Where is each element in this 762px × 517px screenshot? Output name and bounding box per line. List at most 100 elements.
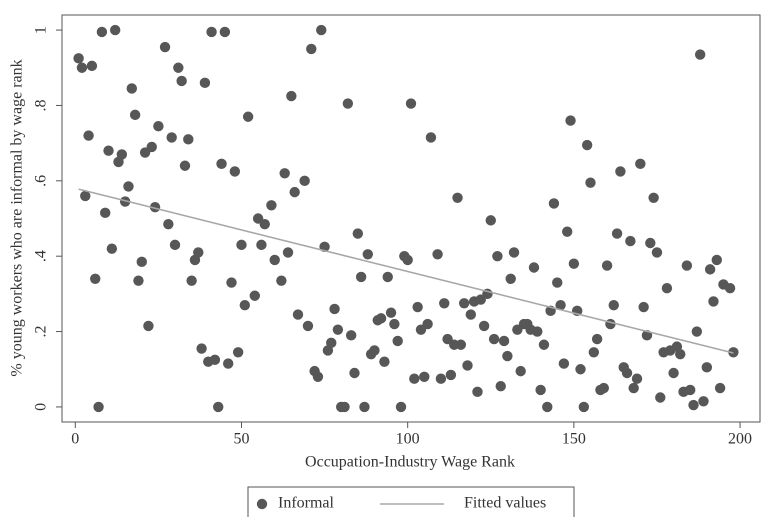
scatter-point	[392, 335, 403, 347]
scatter-point	[724, 283, 736, 294]
scatter-point	[635, 158, 646, 170]
scatter-point	[651, 247, 663, 258]
scatter-point	[282, 247, 294, 258]
scatter-point	[209, 354, 221, 366]
scatter-point	[555, 299, 566, 311]
scatter-point	[90, 273, 101, 284]
scatter-point	[562, 226, 573, 237]
scatter-point	[585, 177, 596, 188]
scatter-point	[213, 401, 224, 413]
x-axis-title: Occupation-Industry Wage Rank	[305, 454, 515, 471]
scatter-point	[229, 166, 241, 177]
scatter-point	[691, 326, 703, 337]
legend-marker	[256, 498, 268, 510]
y-tick-label: .2	[33, 326, 50, 338]
scatter-point	[688, 399, 699, 411]
scatter-point	[266, 200, 277, 211]
scatter-point	[485, 215, 496, 226]
scatter-point	[276, 275, 287, 286]
scatter-point	[126, 83, 137, 94]
scatter-point	[339, 401, 350, 413]
scatter-point	[621, 367, 633, 379]
scatter-point	[96, 26, 108, 38]
scatter-point	[432, 249, 443, 260]
scatter-point	[458, 298, 470, 309]
scatter-point	[472, 386, 483, 398]
scatter-point	[661, 283, 673, 294]
scatter-point	[548, 198, 560, 209]
scatter-point	[345, 330, 357, 341]
scatter-point	[80, 190, 91, 202]
scatter-point	[648, 192, 659, 203]
scatter-point	[515, 365, 526, 377]
scatter-point	[106, 243, 118, 254]
scatter-point	[465, 309, 477, 320]
scatter-point	[133, 275, 144, 286]
scatter-point	[100, 207, 111, 219]
scatter-point	[419, 371, 430, 382]
scatter-point	[488, 333, 500, 345]
scatter-point	[312, 371, 324, 382]
scatter-point	[425, 132, 437, 143]
scatter-point	[149, 201, 161, 213]
scatter-point	[352, 228, 364, 239]
plot-frame	[61, 14, 761, 423]
y-tick-label: .4	[33, 250, 50, 262]
scatter-point	[216, 158, 227, 170]
scatter-point	[176, 75, 187, 87]
scatter-point	[93, 401, 104, 413]
scatter-point	[568, 258, 580, 269]
scatter-point	[409, 373, 420, 384]
scatter-point	[269, 254, 280, 266]
scatter-point	[359, 401, 370, 413]
scatter-point	[615, 166, 626, 177]
scatter-point	[542, 401, 553, 413]
x-tick-label: 50	[233, 431, 249, 448]
scatter-point	[375, 313, 387, 324]
scatter-point	[558, 358, 570, 369]
scatter-point	[598, 382, 609, 394]
scatter-point	[239, 299, 251, 311]
scatter-point	[146, 141, 157, 153]
scatter-point	[355, 271, 367, 283]
scatter-point	[565, 115, 576, 126]
scatter-point	[382, 271, 393, 283]
scatter-point	[242, 111, 254, 122]
scatter-point	[196, 343, 207, 354]
scatter-point	[478, 320, 490, 332]
scatter-point	[581, 139, 593, 151]
scatter-point	[186, 275, 197, 286]
scatter-point	[302, 320, 314, 332]
scatter-point	[136, 256, 147, 268]
scatter-point	[675, 348, 686, 360]
y-axis-title: % young workers who are informal by wage…	[9, 59, 26, 376]
scatter-point	[153, 120, 164, 132]
scatter-point	[385, 307, 397, 318]
scatter-point	[601, 260, 613, 271]
scatter-point	[299, 175, 310, 187]
scatter-point	[159, 41, 171, 53]
scatter-point	[232, 347, 244, 358]
scatter-point	[286, 90, 297, 102]
scatter-point	[279, 168, 290, 179]
scatter-point	[608, 299, 619, 311]
scatter-point	[704, 264, 716, 275]
scatter-point	[495, 380, 506, 392]
scatter-point	[452, 192, 463, 203]
scatter-point	[552, 277, 563, 288]
scatter-point	[505, 273, 516, 284]
y-tick-label: 1	[33, 26, 50, 34]
scatter-point	[508, 247, 520, 258]
scatter-point	[179, 160, 191, 171]
scatter-point	[199, 77, 211, 89]
scatter-point	[166, 132, 177, 143]
scatter-point	[193, 247, 204, 258]
scatter-point	[292, 309, 304, 320]
scatter-point	[316, 24, 327, 36]
y-tick-label: .6	[33, 175, 50, 187]
y-tick-label: 0	[33, 403, 50, 411]
scatter-point	[206, 26, 217, 38]
scatter-point	[332, 324, 344, 335]
scatter-point	[655, 392, 666, 403]
scatter-point	[701, 362, 713, 373]
